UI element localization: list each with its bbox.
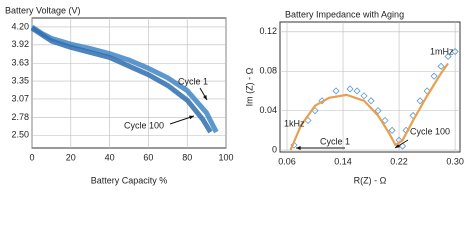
marker [332, 87, 340, 95]
marker [444, 52, 452, 61]
y-tick-label: 0.04 [259, 105, 277, 115]
annotation: 1kHz [284, 118, 305, 128]
arrow-head [395, 143, 400, 148]
y-tick-label: 0.12 [259, 26, 277, 36]
marker [374, 107, 382, 115]
chart-title: Battery Voltage (V) [5, 5, 81, 15]
chart-title: Battery Impedance with Aging [285, 9, 404, 19]
y-tick-label: 2.50 [11, 130, 29, 140]
x-tick-label: 0.06 [278, 156, 296, 166]
x-tick-label: 80 [182, 152, 192, 162]
marker [360, 92, 368, 100]
marker [353, 87, 361, 95]
line [30, 26, 213, 134]
line [289, 62, 449, 151]
marker [451, 47, 459, 56]
marker [381, 116, 389, 125]
marker [388, 126, 396, 134]
plot-area [279, 21, 461, 153]
series-label: Cycle 100 [124, 120, 164, 130]
series-label: Cycle 1 [320, 136, 350, 146]
y-tick-label: 3.35 [11, 75, 29, 85]
marker [430, 72, 438, 80]
x-tick-label: 40 [105, 152, 115, 162]
series-label: Cycle 100 [410, 126, 450, 136]
x-tick-label: 20 [66, 152, 76, 162]
arrow-head [202, 95, 207, 100]
x-tick-label: 60 [143, 152, 153, 162]
x-tick-label: 0.22 [390, 156, 408, 166]
x-axis-label: Battery Capacity % [91, 175, 168, 185]
x-tick-label: 0.14 [334, 156, 352, 166]
y-tick-label: 0.08 [259, 66, 277, 76]
marker [437, 62, 445, 70]
x-tick-label: 100 [218, 152, 233, 162]
y-axis-label: Im (Z) - Ω [244, 67, 254, 106]
y-tick-label: 0 [272, 144, 277, 154]
arrow-head [296, 146, 301, 150]
series-label: Cycle 1 [178, 76, 208, 86]
arrow-head [189, 115, 194, 120]
marker [346, 85, 354, 93]
y-tick-label: 3.07 [11, 93, 29, 103]
y-tick-label: 3.63 [11, 58, 29, 68]
marker [416, 97, 424, 105]
annotation: 1mHz [430, 46, 454, 56]
x-tick-label: 0 [29, 152, 34, 162]
y-tick-label: 3.92 [11, 39, 29, 49]
figure: 2.50 2.78 3.07 3.35 3.63 3.92 4.20 0 20 40 60 80 100… [5, 5, 464, 185]
x-axis-label: R(Z) - Ω [354, 175, 387, 185]
x-tick-label: 0.30 [446, 156, 464, 166]
y-tick-label: 2.78 [11, 112, 29, 122]
marker [367, 97, 375, 105]
y-tick-label: 4.20 [11, 21, 29, 31]
